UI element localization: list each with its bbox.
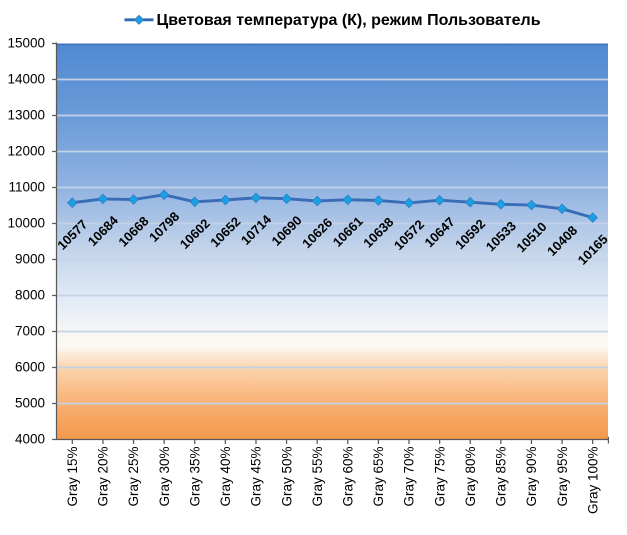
svg-text:Gray 20%: Gray 20% bbox=[96, 447, 111, 507]
svg-text:Gray 55%: Gray 55% bbox=[310, 447, 325, 507]
svg-text:Gray 70%: Gray 70% bbox=[402, 447, 417, 507]
svg-text:Gray 80%: Gray 80% bbox=[463, 447, 478, 507]
svg-text:Gray 85%: Gray 85% bbox=[494, 447, 509, 507]
svg-text:14000: 14000 bbox=[7, 72, 45, 87]
svg-text:5000: 5000 bbox=[15, 396, 45, 411]
svg-text:11000: 11000 bbox=[8, 180, 45, 195]
svg-text:Gray 30%: Gray 30% bbox=[157, 447, 172, 507]
svg-text:Цветовая температура (К), режи: Цветовая температура (К), режим Пользова… bbox=[157, 12, 541, 29]
svg-text:12000: 12000 bbox=[7, 144, 45, 159]
svg-text:Gray 50%: Gray 50% bbox=[279, 447, 294, 507]
svg-text:Gray 45%: Gray 45% bbox=[249, 447, 264, 507]
svg-text:15000: 15000 bbox=[7, 36, 45, 51]
svg-text:7000: 7000 bbox=[15, 324, 45, 339]
svg-text:4000: 4000 bbox=[15, 432, 45, 447]
svg-text:Gray 40%: Gray 40% bbox=[218, 447, 233, 507]
svg-text:Gray 75%: Gray 75% bbox=[432, 447, 447, 507]
svg-text:9000: 9000 bbox=[15, 252, 45, 267]
svg-text:Gray 95%: Gray 95% bbox=[555, 447, 570, 507]
svg-text:13000: 13000 bbox=[7, 108, 45, 123]
svg-text:Gray 100%: Gray 100% bbox=[585, 447, 600, 515]
svg-text:Gray 25%: Gray 25% bbox=[126, 447, 141, 507]
svg-text:Gray 65%: Gray 65% bbox=[371, 447, 386, 507]
svg-text:Gray 35%: Gray 35% bbox=[187, 447, 202, 507]
svg-text:Gray 90%: Gray 90% bbox=[524, 447, 539, 507]
svg-text:8000: 8000 bbox=[15, 288, 45, 303]
svg-text:Gray 60%: Gray 60% bbox=[341, 447, 356, 507]
svg-text:6000: 6000 bbox=[15, 360, 45, 375]
svg-text:Gray 15%: Gray 15% bbox=[65, 447, 80, 507]
svg-text:10000: 10000 bbox=[7, 216, 45, 231]
